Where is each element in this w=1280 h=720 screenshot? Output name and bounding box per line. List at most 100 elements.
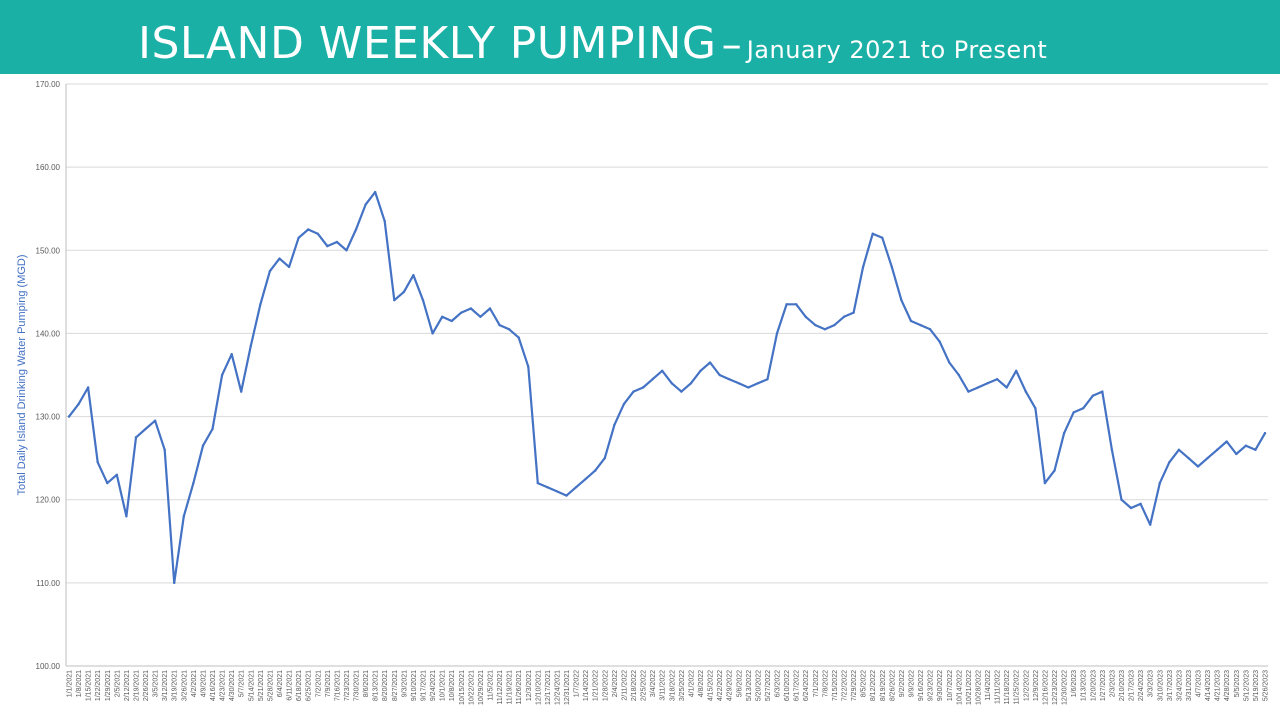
data-point [661,369,664,373]
data-point [297,236,300,240]
data-point [259,303,262,306]
x-tick-label: 5/6/2022 [736,670,743,697]
x-tick-label: 5/27/2022 [765,670,772,701]
data-point [1139,502,1142,506]
title-separator: – [721,22,742,68]
data-point [1091,394,1094,397]
data-point [230,353,233,356]
x-tick-label: 4/8/2022 [698,670,705,697]
x-tick-label: 2/3/2023 [1109,670,1116,697]
x-tick-label: 4/21/2023 [1215,670,1222,701]
data-point [622,402,626,406]
data-point [96,461,99,464]
x-tick-label: 9/16/2022 [918,670,925,701]
x-tick-label: 7/8/2022 [822,670,829,697]
x-tick-label: 10/28/2022 [975,670,982,705]
data-point [976,386,980,389]
data-point [632,390,635,393]
data-point [192,481,195,485]
data-point [469,307,473,310]
x-tick-label: 1/21/2022 [593,670,600,701]
x-tick-label: 1/6/2023 [1071,670,1078,697]
data-point [479,315,482,318]
data-point [986,382,989,385]
data-point [383,219,386,223]
data-point [737,382,740,385]
x-tick-label: 5/19/2023 [1253,670,1260,701]
data-point [364,203,367,206]
x-tick-label: 6/10/2022 [784,670,791,701]
x-tick-label: 3/4/2022 [650,670,657,697]
data-point [335,240,339,244]
x-tick-label: 1/27/2023 [1100,670,1107,701]
x-tick-label: 12/31/2021 [564,670,571,705]
x-tick-label: 12/16/2022 [1042,670,1049,705]
x-tick-label: 8/5/2022 [861,670,868,697]
data-point [814,323,817,327]
x-tick-label: 11/12/2021 [497,670,504,705]
x-tick-label: 4/29/2022 [727,670,734,701]
data-point [1043,481,1047,485]
x-tick-label: 5/5/2023 [1234,670,1241,697]
data-point [115,473,119,476]
data-point [77,402,80,406]
data-point [125,515,128,518]
data-point [785,303,788,306]
x-tick-label: 11/4/2022 [985,670,992,701]
gridlines [66,83,1268,667]
data-point [287,265,291,269]
data-point [1110,448,1114,452]
data-point [211,427,214,431]
x-tick-label: 6/25/2021 [306,670,313,701]
x-tick-label: 6/24/2022 [803,670,810,701]
data-point [86,386,90,389]
data-point [574,486,578,489]
x-tick-label: 7/1/2022 [813,670,820,697]
data-point [220,373,224,377]
x-tick-label: 2/12/2021 [124,670,131,701]
x-axis-ticks: 1/1/2021 1/8/2021 1/15/2021 1/22/2021 1/29/2… [67,670,1270,705]
data-point [1263,432,1267,435]
data-point [412,274,415,277]
data-point [804,315,807,318]
data-point [1015,369,1018,373]
x-tick-label: 1/28/2022 [602,670,609,701]
x-tick-label: 12/2/2022 [1023,670,1030,701]
x-tick-label: 4/16/2021 [210,670,217,701]
data-point [651,377,654,381]
x-tick-label: 5/12/2023 [1243,670,1250,701]
data-point [106,481,109,485]
data-point [1053,469,1056,472]
data-point [488,307,492,310]
x-tick-label: 3/5/2021 [153,670,160,697]
data-point [201,444,205,447]
x-tick-label: 10/8/2021 [449,670,456,701]
data-point [727,377,731,381]
x-tick-label: 7/22/2022 [842,670,849,701]
data-point [1206,456,1209,460]
data-point [670,382,673,385]
data-point [1168,461,1171,464]
data-point [861,265,865,269]
y-tick-label: 150.00 [36,246,61,255]
x-tick-label: 2/26/2021 [143,670,150,701]
x-tick-label: 12/10/2021 [535,670,542,705]
x-tick-label: 9/23/2022 [928,670,935,701]
x-tick-label: 10/21/2022 [966,670,973,705]
data-point [307,228,310,231]
title-main: ISLAND WEEKLY PUMPING [138,18,717,69]
data-point [153,419,157,422]
data-point [957,373,961,377]
series-line [67,191,1267,584]
x-tick-label: 2/17/2023 [1129,670,1136,701]
data-point [1120,498,1123,501]
data-point [938,340,941,343]
x-tick-label: 7/15/2022 [832,670,839,701]
y-tick-label: 170.00 [36,80,61,89]
data-point [67,415,71,418]
x-tick-label: 1/14/2022 [583,670,590,701]
x-tick-label: 4/22/2022 [717,670,724,701]
x-tick-label: 2/19/2021 [133,670,140,701]
x-tick-label: 10/22/2021 [468,670,475,705]
x-tick-label: 6/17/2022 [794,670,801,701]
